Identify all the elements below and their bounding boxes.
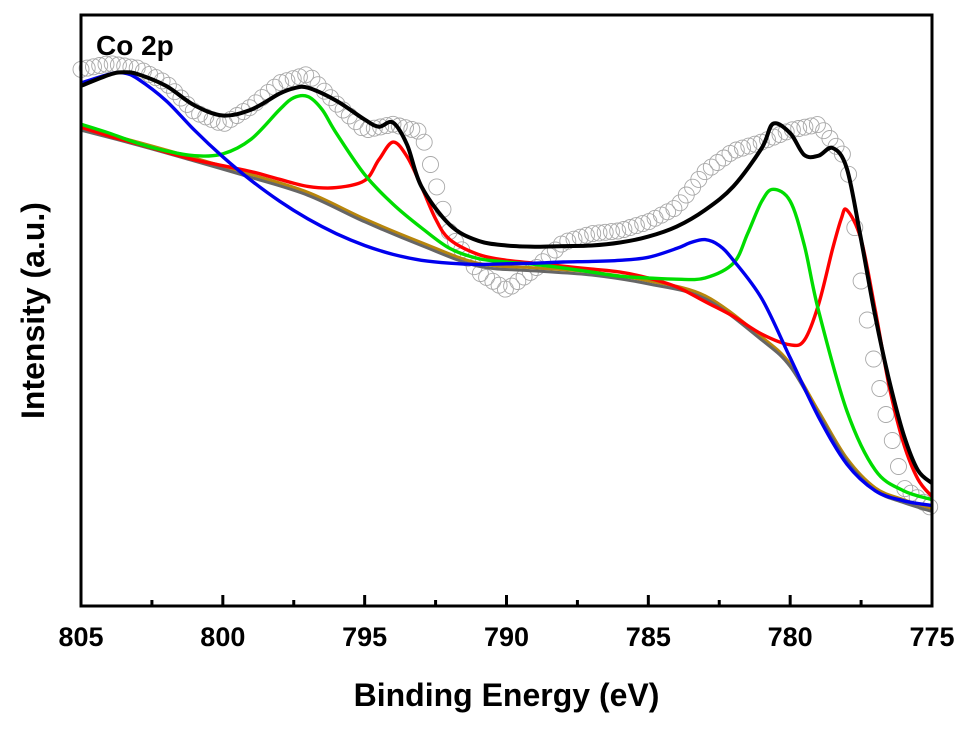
raw-data-point xyxy=(709,154,726,171)
raw-data-point xyxy=(365,119,383,137)
raw-data-point xyxy=(609,222,627,240)
raw-data-point xyxy=(91,57,109,74)
raw-data-point xyxy=(85,58,102,76)
raw-data-point xyxy=(740,137,758,155)
raw-data-point xyxy=(403,120,421,138)
raw-data-point xyxy=(428,178,446,196)
x-tick-label: 780 xyxy=(768,622,813,652)
raw-data-point xyxy=(634,215,652,233)
raw-data-point xyxy=(390,117,408,135)
raw-data-point xyxy=(646,209,664,227)
raw-data-point xyxy=(652,206,670,224)
x-tick-label: 785 xyxy=(626,622,671,652)
raw-data-point xyxy=(303,69,321,87)
raw-data-point xyxy=(503,277,521,295)
raw-data-point xyxy=(883,432,901,449)
raw-data-point xyxy=(496,280,514,298)
raw-data-point xyxy=(97,55,115,73)
raw-data-point xyxy=(871,380,889,397)
raw-data-point xyxy=(159,76,177,94)
raw-data-point xyxy=(615,221,633,238)
raw-data-point xyxy=(584,225,602,243)
raw-data-point xyxy=(890,458,907,475)
raw-data-point xyxy=(322,89,340,107)
x-ticks: 805 800 795 790 785 780 775 xyxy=(58,595,955,652)
raw-data-point xyxy=(272,74,290,92)
raw-data-point xyxy=(372,118,390,136)
raw-data-point xyxy=(596,223,614,241)
raw-data-point xyxy=(802,117,820,135)
y-axis-title: Intensity (a.u.) xyxy=(15,202,51,419)
x-tick-label: 775 xyxy=(909,622,954,652)
raw-data-point xyxy=(172,89,190,107)
raw-data-point xyxy=(166,83,184,101)
data-layer xyxy=(72,55,939,516)
raw-data-point xyxy=(715,149,733,167)
x-tick-label: 805 xyxy=(58,622,103,652)
raw-data-point xyxy=(409,122,427,140)
raw-data-markers xyxy=(72,55,939,516)
raw-data-point xyxy=(590,224,608,242)
raw-data-point xyxy=(490,276,508,294)
raw-data-point xyxy=(559,232,577,250)
x-axis-title: Binding Energy (eV) xyxy=(354,677,660,713)
raw-data-point xyxy=(484,272,502,290)
raw-data-point xyxy=(546,241,564,259)
raw-data-point xyxy=(777,123,795,141)
raw-data-point xyxy=(422,156,439,173)
envelope-fit-line xyxy=(80,70,934,485)
background-line-5 xyxy=(80,125,933,510)
raw-data-point xyxy=(578,226,595,244)
raw-data-point xyxy=(865,350,883,368)
raw-data-point xyxy=(222,110,240,128)
component-peak-line-1 xyxy=(80,125,934,498)
x-tick-label: 790 xyxy=(484,622,529,652)
component-peak-line-3 xyxy=(80,70,933,508)
raw-data-point xyxy=(290,68,308,86)
raw-data-point xyxy=(796,118,814,136)
raw-data-point xyxy=(702,158,720,176)
x-tick-label: 800 xyxy=(200,622,245,652)
raw-data-point xyxy=(734,139,751,157)
panel-label: Co 2p xyxy=(96,30,174,61)
raw-data-point xyxy=(621,219,639,236)
raw-data-point xyxy=(808,116,826,134)
raw-data-point xyxy=(833,145,851,163)
raw-data-point xyxy=(478,268,496,286)
raw-data-point xyxy=(665,200,683,218)
raw-data-point xyxy=(603,223,620,241)
plot-frame xyxy=(79,13,934,608)
raw-data-point xyxy=(627,217,645,235)
raw-data-point xyxy=(78,59,96,77)
raw-data-point xyxy=(696,163,714,181)
raw-data-point xyxy=(877,406,895,423)
background-line-6 xyxy=(80,128,933,513)
raw-data-point xyxy=(727,141,745,159)
x-tick-label: 795 xyxy=(342,622,387,652)
raw-data-point xyxy=(509,273,527,290)
raw-data-point xyxy=(790,120,808,137)
raw-data-point xyxy=(415,133,433,151)
